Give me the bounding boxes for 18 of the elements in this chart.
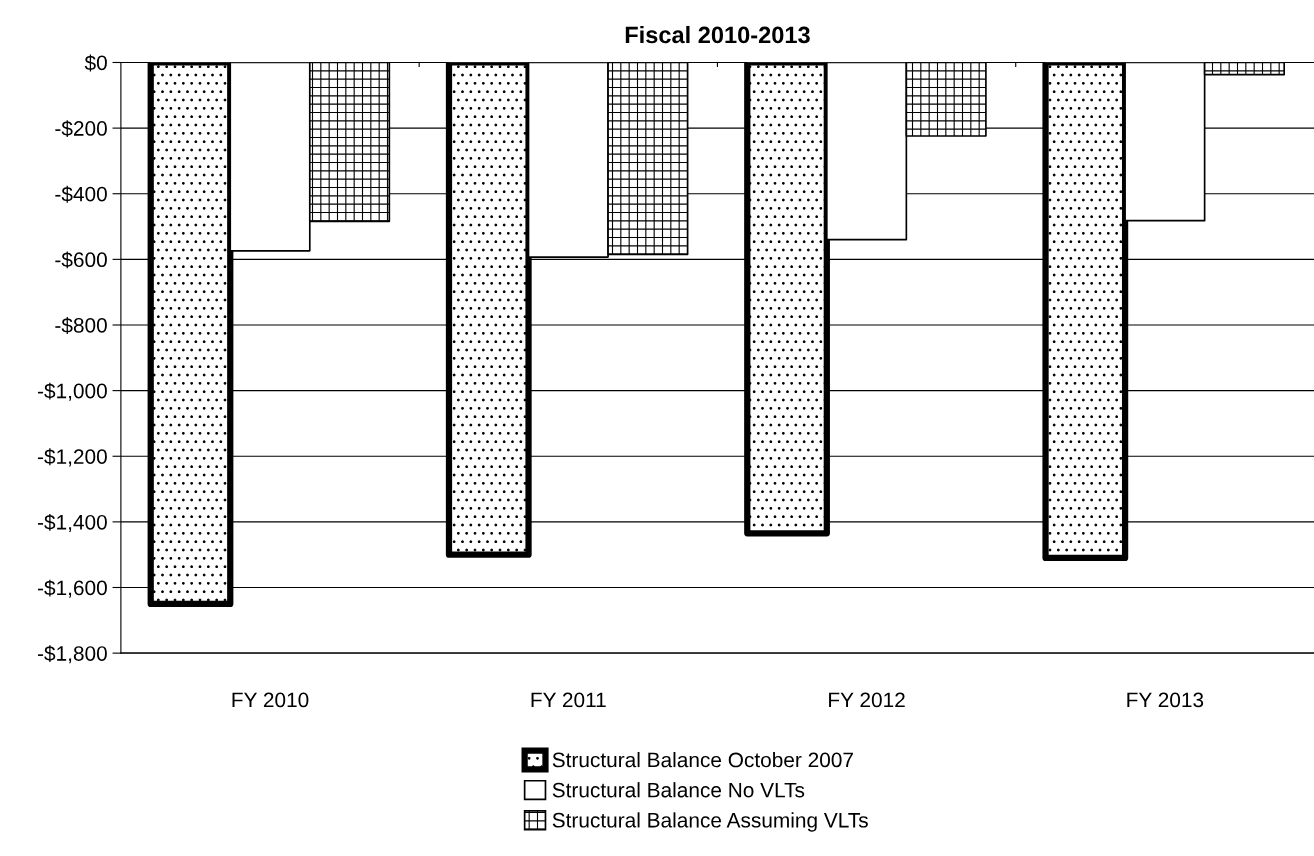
legend-label: Structural Balance Assuming VLTs — [552, 812, 868, 832]
y-tick-label: -$1,200 — [37, 448, 107, 467]
y-tick-label: -$600 — [55, 251, 107, 269]
y-tick-label: -$400 — [55, 185, 107, 203]
legend-label: Structural Balance October 2007 — [552, 751, 853, 768]
x-tick-label: FY 2013 — [1127, 692, 1204, 708]
legend-label: Structural Balance No VLTs — [552, 782, 805, 798]
y-tick-label: -$1,000 — [37, 382, 107, 401]
chart-title: Fiscal 2010-2013 — [625, 25, 810, 44]
x-tick-label: FY 2010 — [232, 692, 309, 708]
y-tick-label: -$1,800 — [37, 645, 107, 664]
y-tick-label: -$1,600 — [37, 579, 107, 598]
x-tick-label: FY 2012 — [829, 692, 905, 708]
x-tick-label: FY 2011 — [531, 692, 606, 708]
y-tick-label: -$800 — [55, 317, 107, 334]
y-tick-label: -$200 — [55, 120, 107, 138]
y-tick-label: $0 — [84, 54, 107, 72]
y-tick-label: -$1,400 — [37, 514, 107, 533]
